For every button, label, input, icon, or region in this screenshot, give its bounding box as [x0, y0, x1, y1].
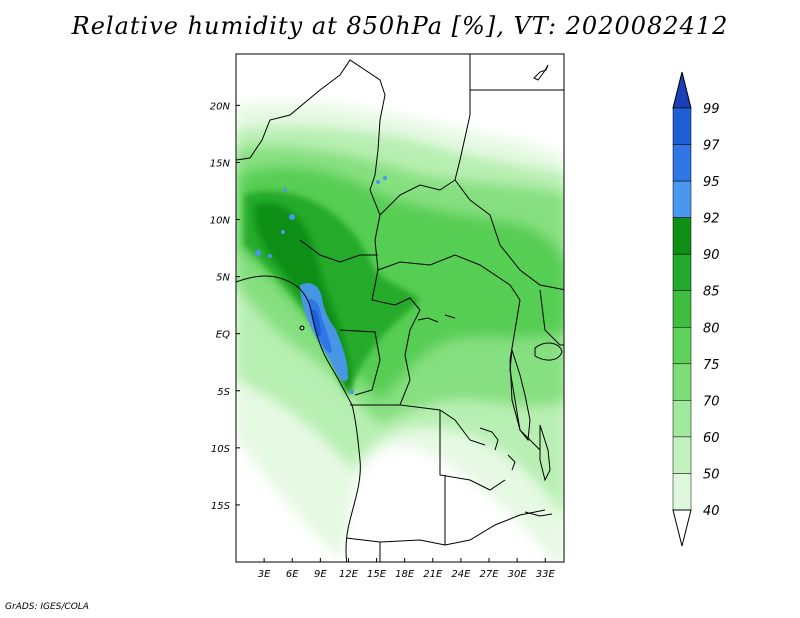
humidity-shade-92 — [254, 202, 351, 395]
border-line — [454, 179, 564, 291]
lat-axis: 20N 15N 10N 5N EQ 5S 10S 15S — [210, 101, 240, 512]
border-line — [509, 299, 541, 451]
border-line — [236, 59, 386, 301]
border-line — [299, 239, 378, 263]
lon-tick-label: 18E — [395, 569, 415, 580]
humidity-speck — [283, 188, 287, 192]
colorbar-label: 92 — [703, 212, 720, 227]
island-outline — [533, 64, 549, 81]
lat-tick-label: 20N — [210, 101, 231, 112]
lon-tick-label: 30E — [508, 569, 528, 580]
river-outline — [417, 317, 439, 323]
colorbar-swatch — [672, 144, 692, 182]
lake-outline — [534, 342, 563, 361]
lon-tick-label: 21E — [423, 569, 443, 580]
colorbar-label: 97 — [703, 139, 720, 154]
colorbar-label: 70 — [703, 394, 720, 409]
lat-tick-label: 15S — [211, 501, 231, 512]
colorbar-over-triangle — [672, 71, 692, 109]
lon-tick-label: 15E — [367, 569, 387, 580]
colorbar-swatch — [672, 473, 692, 511]
lat-tick-label: 10N — [210, 216, 231, 227]
border-line — [345, 475, 446, 546]
border-line — [371, 297, 421, 356]
border-line — [379, 54, 471, 216]
colorbar-swatch — [672, 327, 692, 365]
colorbar-under-triangle — [672, 509, 692, 547]
river-outline — [479, 427, 499, 451]
map-frame — [235, 53, 565, 563]
colorbar-swatch — [672, 363, 692, 401]
border-line — [439, 410, 506, 491]
colorbar-swatch — [672, 436, 692, 474]
lon-tick-label: 27E — [480, 569, 500, 580]
lake-outline — [524, 511, 553, 517]
lon-tick-label: 33E — [536, 569, 556, 580]
colorbar-swatch — [672, 253, 692, 291]
lat-tick-label: 5N — [216, 273, 230, 284]
humidity-speck — [281, 230, 285, 234]
humidity-speck — [383, 176, 387, 180]
humidity-speck — [350, 390, 354, 394]
lon-tick-label: 3E — [258, 569, 271, 580]
island-outline — [299, 325, 305, 331]
river-outline — [507, 454, 516, 471]
lon-axis: 3E 6E 9E 12E 15E 18E 21E 24E 27E 30E 33E — [258, 558, 556, 580]
lon-tick-label: 9E — [314, 569, 327, 580]
humidity-field — [236, 54, 564, 562]
humidity-speck — [289, 214, 295, 220]
lat-tick-label: 5S — [217, 387, 230, 398]
humidity-shade-99 — [312, 309, 322, 337]
credit-text: GrADS: IGES/COLA — [5, 602, 89, 612]
colorbar-label: 60 — [703, 431, 720, 446]
colorbar-label: 90 — [703, 248, 720, 263]
colorbar-swatch — [672, 217, 692, 255]
colorbar-label: 95 — [703, 175, 720, 190]
colorbar-label: 80 — [703, 321, 720, 336]
colorbar-swatch — [672, 180, 692, 218]
humidity-speck — [376, 180, 380, 184]
lake-outline — [539, 424, 551, 482]
lat-tick-label: 15N — [210, 158, 231, 169]
country-boundaries — [236, 54, 564, 562]
colorbar: 99 97 95 92 90 85 80 75 70 60 50 40 — [672, 71, 720, 547]
lon-tick-label: 24E — [451, 569, 471, 580]
colorbar-label: 50 — [703, 467, 720, 482]
colorbar-swatch — [672, 107, 692, 145]
colorbar-label: 40 — [703, 504, 720, 519]
lake-outline — [509, 349, 531, 442]
border-line — [539, 289, 564, 346]
coastline — [236, 275, 361, 562]
humidity-speck — [268, 254, 272, 258]
chart-title: Relative humidity at 850hPa [%], VT: 202… — [71, 12, 729, 40]
lat-tick-label: 10S — [211, 444, 231, 455]
colorbar-label: 85 — [703, 285, 720, 300]
lon-tick-label: 12E — [339, 569, 359, 580]
colorbar-swatch — [672, 290, 692, 328]
border-line — [339, 329, 381, 396]
border-line — [377, 254, 521, 301]
colorbar-label: 99 — [703, 102, 720, 117]
river-outline — [444, 314, 456, 319]
colorbar-label: 75 — [703, 358, 720, 373]
humidity-speck — [255, 250, 261, 256]
lon-tick-label: 6E — [286, 569, 299, 580]
colorbar-swatch — [672, 400, 692, 438]
lat-tick-label: EQ — [216, 330, 230, 341]
